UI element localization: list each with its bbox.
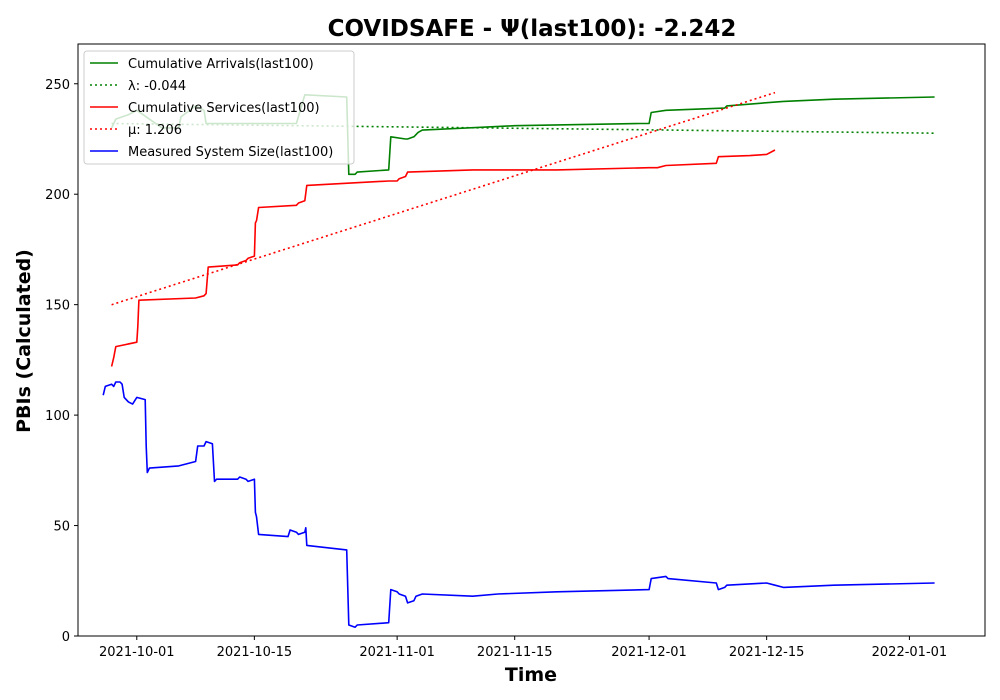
x-axis-title: Time: [505, 664, 557, 686]
x-tick-label: 2022-01-01: [872, 645, 948, 660]
legend: Cumulative Arrivals(last100) λ: -0.044 Cum…: [83, 50, 355, 165]
legend-label: Measured System Size(last100): [128, 145, 333, 160]
y-axis-title: PBIs (Calculated): [13, 249, 35, 433]
x-tick-label: 2021-12-15: [729, 645, 805, 660]
legend-label: Cumulative Services(last100): [128, 101, 320, 116]
y-tick-label: 250: [45, 78, 70, 93]
x-tick-label: 2021-10-15: [217, 645, 293, 660]
x-tick-label: 2021-12-01: [611, 645, 687, 660]
y-axis: 0 50 100 150 200 250: [45, 78, 78, 645]
legend-label: Cumulative Arrivals(last100): [128, 57, 314, 72]
legend-label: μ: 1.206: [128, 123, 182, 138]
y-tick-label: 150: [45, 299, 70, 314]
series-line-5: [102, 381, 935, 628]
y-tick-label: 100: [45, 409, 70, 424]
x-tick-label: 2021-10-01: [99, 645, 175, 660]
y-tick-label: 0: [62, 630, 70, 645]
x-axis: 2021-10-01 2021-10-15 2021-11-01 2021-11-15…: [99, 636, 947, 660]
y-tick-label: 200: [45, 188, 70, 203]
legend-label: λ: -0.044: [128, 79, 186, 94]
plot-area: [77, 43, 986, 637]
chart-title: COVIDSAFE - Ψ(last100): -2.242: [328, 16, 737, 42]
x-tick-label: 2021-11-01: [359, 645, 435, 660]
x-tick-label: 2021-11-15: [477, 645, 553, 660]
y-tick-label: 50: [53, 520, 70, 535]
plot-frame: [77, 43, 986, 637]
series-line-4: [111, 91, 776, 306]
series-line-2: [111, 122, 935, 134]
legend-box: [83, 50, 355, 165]
series-line-3: [110, 149, 776, 367]
